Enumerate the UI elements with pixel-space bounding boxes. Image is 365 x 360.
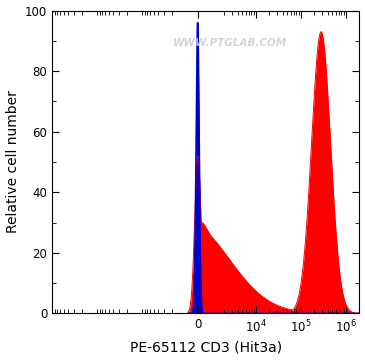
Y-axis label: Relative cell number: Relative cell number xyxy=(5,91,20,233)
Text: WWW.PTGLAB.COM: WWW.PTGLAB.COM xyxy=(173,38,288,48)
X-axis label: PE-65112 CD3 (Hit3a): PE-65112 CD3 (Hit3a) xyxy=(130,341,282,355)
